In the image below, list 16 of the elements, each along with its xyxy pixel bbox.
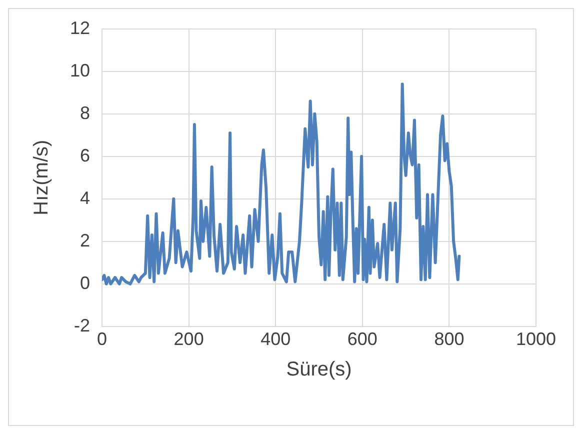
y-axis-title: Hız(m/s) (30, 140, 53, 216)
x-tick-label: 600 (347, 329, 378, 350)
x-axis-title: Süre(s) (286, 358, 352, 381)
y-tick-label: 4 (80, 188, 90, 208)
y-tick-label: -2 (74, 315, 90, 336)
x-tick-label: 0 (97, 329, 108, 350)
y-tick-label: 2 (80, 230, 90, 250)
y-tick-label: 12 (70, 18, 90, 38)
x-tick-label: 200 (174, 329, 204, 350)
x-tick-label: 1000 (516, 329, 556, 350)
x-tick-label: 800 (434, 329, 464, 350)
y-tick-label: 0 (80, 272, 90, 293)
y-tick-label: 6 (80, 145, 90, 166)
x-tick-label: 400 (260, 329, 291, 350)
y-tick-label: 8 (80, 102, 90, 123)
y-tick-label: 10 (70, 60, 90, 80)
